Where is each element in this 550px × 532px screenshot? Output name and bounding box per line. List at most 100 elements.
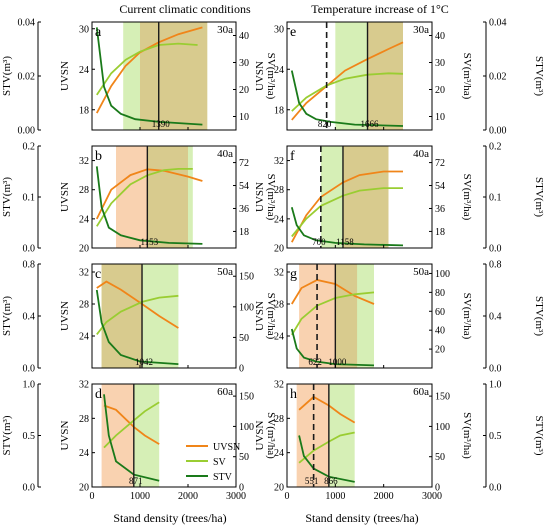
panel-letter: g bbox=[290, 267, 297, 282]
uvsn-tick-label: 24 bbox=[274, 65, 284, 76]
sv-tick-label: 100 bbox=[435, 422, 450, 433]
uvsn-tick-label: 18 bbox=[274, 105, 284, 116]
stv-tick-label: 0.1 bbox=[23, 193, 36, 204]
series-uvsn-line bbox=[291, 41, 404, 121]
stv-axis-label: STV(m³) bbox=[1, 296, 13, 336]
shade-overlap bbox=[147, 146, 188, 248]
solid-line-label: 1153 bbox=[141, 237, 159, 247]
shade-overlap bbox=[140, 22, 208, 130]
uvsn-tick-label: 32 bbox=[79, 380, 89, 391]
sv-tick-label: 60 bbox=[435, 307, 445, 318]
uvsn-tick-label: 28 bbox=[79, 185, 89, 196]
sv-tick-label: 20 bbox=[435, 85, 445, 96]
uvsn-axis-label: UVSN bbox=[254, 301, 266, 331]
uvsn-tick-label: 32 bbox=[274, 268, 284, 279]
solid-line-label: 1158 bbox=[336, 237, 354, 247]
panel-age-label: 40a bbox=[413, 148, 429, 160]
sv-tick-label: 40 bbox=[239, 31, 249, 42]
uvsn-tick-label: 24 bbox=[274, 448, 284, 459]
dashed-line-label: 820 bbox=[318, 119, 332, 129]
stv-tick-label: 0.0 bbox=[23, 483, 36, 494]
solid-line-label: 1042 bbox=[135, 357, 153, 367]
uvsn-tick-label: 20 bbox=[79, 244, 89, 255]
sv-tick-label: 54 bbox=[435, 181, 445, 192]
sv-axis-label: SV(m³/ha) bbox=[461, 53, 473, 100]
sv-axis-label: SV(m³/ha) bbox=[265, 412, 277, 459]
uvsn-axis-label: UVSN bbox=[59, 420, 71, 450]
stv-axis-label: STV(m³) bbox=[533, 296, 545, 336]
plot-frame bbox=[91, 263, 237, 369]
solid-line-label: 1000 bbox=[328, 357, 347, 367]
sv-axis-label: SV(m³/ha) bbox=[265, 174, 277, 221]
stv-tick-label: 0.8 bbox=[23, 260, 36, 271]
panel-letter: e bbox=[290, 25, 296, 40]
shade-overlap bbox=[367, 22, 403, 130]
stv-tick-label: 0.0 bbox=[489, 244, 502, 255]
uvsn-tick-label: 28 bbox=[79, 414, 89, 425]
sv-tick-label: 150 bbox=[435, 392, 450, 403]
panel-d: 871 d 60a 20 24 28 32 UVSN 0 50 100 150 SV(m³/ha) 0.0… bbox=[1, 380, 277, 503]
sv-axis-label: SV(m³/ha) bbox=[461, 412, 473, 459]
x-tick-label: 1000 bbox=[130, 491, 150, 502]
x-tick-label: 1000 bbox=[325, 491, 345, 502]
uvsn-axis-label: UVSN bbox=[59, 61, 71, 91]
stv-tick-label: 0.02 bbox=[489, 72, 507, 83]
stv-axis-label: STV(m³) bbox=[533, 177, 545, 217]
sv-tick-label: 72 bbox=[435, 158, 445, 169]
sv-axis-label: SV(m³/ha) bbox=[461, 293, 473, 340]
stv-tick-label: 0.04 bbox=[489, 18, 507, 29]
panel-letter: a bbox=[95, 25, 102, 40]
x-axis-label-left: Stand density (trees/ha) bbox=[113, 511, 226, 525]
panel-age-label: 50a bbox=[217, 266, 233, 278]
panel-letter: d bbox=[95, 387, 102, 402]
solid-line-label: 1666 bbox=[361, 119, 380, 129]
series-stv-line bbox=[95, 289, 179, 365]
legend-label-stv: STV bbox=[213, 472, 233, 483]
sv-axis-label: SV(m³/ha) bbox=[265, 53, 277, 100]
series-sv-line bbox=[96, 294, 179, 335]
stv-tick-label: 1.0 bbox=[489, 380, 502, 391]
shade-overlap bbox=[101, 264, 143, 368]
stv-axis-label: STV(m³) bbox=[1, 177, 13, 217]
panel-age-label: 60a bbox=[217, 386, 233, 398]
uvsn-tick-label: 28 bbox=[79, 300, 89, 311]
sv-axis-label: SV(m³/ha) bbox=[265, 293, 277, 340]
stv-tick-label: 0.5 bbox=[489, 431, 502, 442]
sv-tick-label: 0 bbox=[239, 483, 244, 494]
uvsn-tick-label: 32 bbox=[274, 156, 284, 167]
plot-frame bbox=[286, 145, 433, 249]
sv-tick-label: 30 bbox=[239, 58, 249, 69]
column-title-warming: Temperature increase of 1°C bbox=[311, 2, 449, 16]
series-uvsn-line bbox=[291, 279, 375, 305]
sv-tick-label: 30 bbox=[435, 58, 445, 69]
column-title-current: Current climatic conditions bbox=[119, 2, 251, 16]
uvsn-tick-label: 24 bbox=[274, 214, 284, 225]
x-tick-label: 0 bbox=[285, 491, 290, 502]
panel-a: 1390 a 30a 18 24 30 UVSN 10 20 30 40 SV(m³/ha) 0.00 0… bbox=[1, 18, 277, 137]
uvsn-tick-label: 24 bbox=[274, 332, 284, 343]
uvsn-tick-label: 18 bbox=[79, 105, 89, 116]
uvsn-tick-label: 28 bbox=[274, 300, 284, 311]
stv-tick-label: 0.04 bbox=[18, 18, 36, 29]
sv-tick-label: 50 bbox=[239, 452, 249, 463]
panel-age-label: 60a bbox=[413, 386, 429, 398]
sv-tick-label: 0 bbox=[435, 483, 440, 494]
series-stv-line bbox=[290, 328, 375, 367]
plot-frame bbox=[91, 383, 237, 488]
plot-frame bbox=[286, 263, 433, 369]
stv-tick-label: 0.02 bbox=[18, 72, 36, 83]
legend-label-uvsn: UVSN bbox=[213, 442, 240, 453]
shade-orange bbox=[296, 384, 329, 487]
uvsn-tick-label: 20 bbox=[274, 244, 284, 255]
panel-age-label: 40a bbox=[217, 148, 233, 160]
sv-tick-label: 100 bbox=[435, 269, 450, 280]
uvsn-tick-label: 20 bbox=[79, 483, 89, 494]
sv-tick-label: 150 bbox=[239, 392, 254, 403]
uvsn-axis-label: UVSN bbox=[254, 182, 266, 212]
sv-tick-label: 40 bbox=[435, 31, 445, 42]
plot-frame bbox=[91, 21, 237, 131]
stv-tick-label: 0.1 bbox=[489, 193, 502, 204]
plot-frame bbox=[286, 21, 433, 131]
sv-tick-label: 150 bbox=[239, 272, 254, 283]
